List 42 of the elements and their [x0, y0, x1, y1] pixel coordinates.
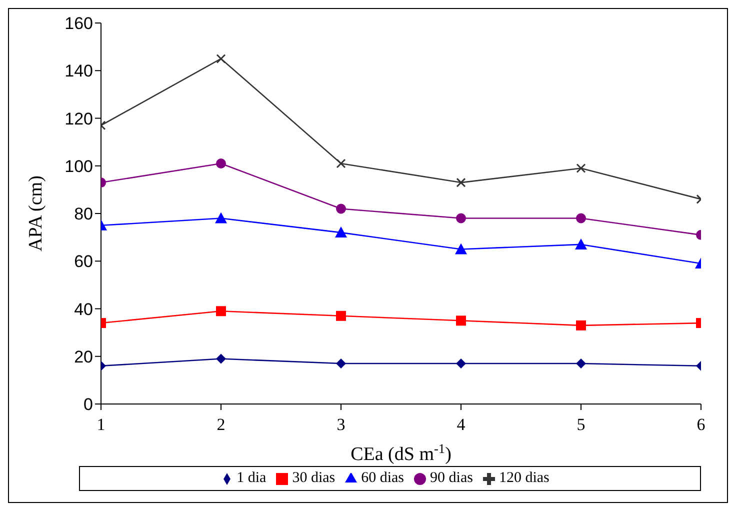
- point: [455, 243, 467, 254]
- y-tick-label: 160: [64, 14, 93, 34]
- point: [576, 164, 586, 174]
- point: [216, 158, 226, 168]
- x-tick-label: 2: [216, 415, 226, 434]
- y-tick-label: 100: [64, 156, 93, 176]
- point: [335, 226, 347, 238]
- legend-label: 60 dias: [361, 470, 404, 486]
- point: [336, 310, 346, 321]
- point: [215, 212, 227, 224]
- point: [456, 358, 466, 369]
- point: [576, 320, 586, 330]
- x-tick-label: 1: [96, 415, 106, 434]
- legend-label: 30 dias: [292, 470, 336, 486]
- point: [456, 178, 466, 188]
- point: [576, 213, 586, 224]
- y-tick-label: 120: [64, 109, 93, 128]
- legend-label: 120 dias: [498, 470, 550, 486]
- y-axis-title: APA (cm): [26, 176, 47, 252]
- point: [336, 358, 346, 369]
- y-tick-label: 0: [84, 395, 93, 414]
- point: [216, 306, 226, 316]
- x-tick-label: 3: [336, 415, 346, 434]
- legend-label: 90 dias: [430, 470, 473, 486]
- point: [336, 158, 346, 168]
- y-tick-label: 80: [74, 204, 93, 224]
- point: [336, 204, 346, 214]
- point: [456, 213, 466, 224]
- y-tick-label: 20: [74, 347, 93, 366]
- y-tick-label: 60: [74, 252, 93, 272]
- point: [456, 316, 466, 326]
- point: [575, 238, 587, 250]
- y-tick-label: 40: [74, 300, 93, 319]
- y-tick-label: 140: [64, 62, 93, 81]
- point: [216, 54, 226, 64]
- x-axis-title: CEa (dS m$^{-1}$): [350, 440, 452, 465]
- x-tick-label: 5: [576, 415, 586, 434]
- legend-label: 1 dia: [236, 470, 266, 486]
- x-tick-label: 6: [696, 415, 706, 434]
- point: [216, 354, 226, 364]
- x-tick-label: 4: [456, 415, 466, 434]
- point: [576, 358, 586, 369]
